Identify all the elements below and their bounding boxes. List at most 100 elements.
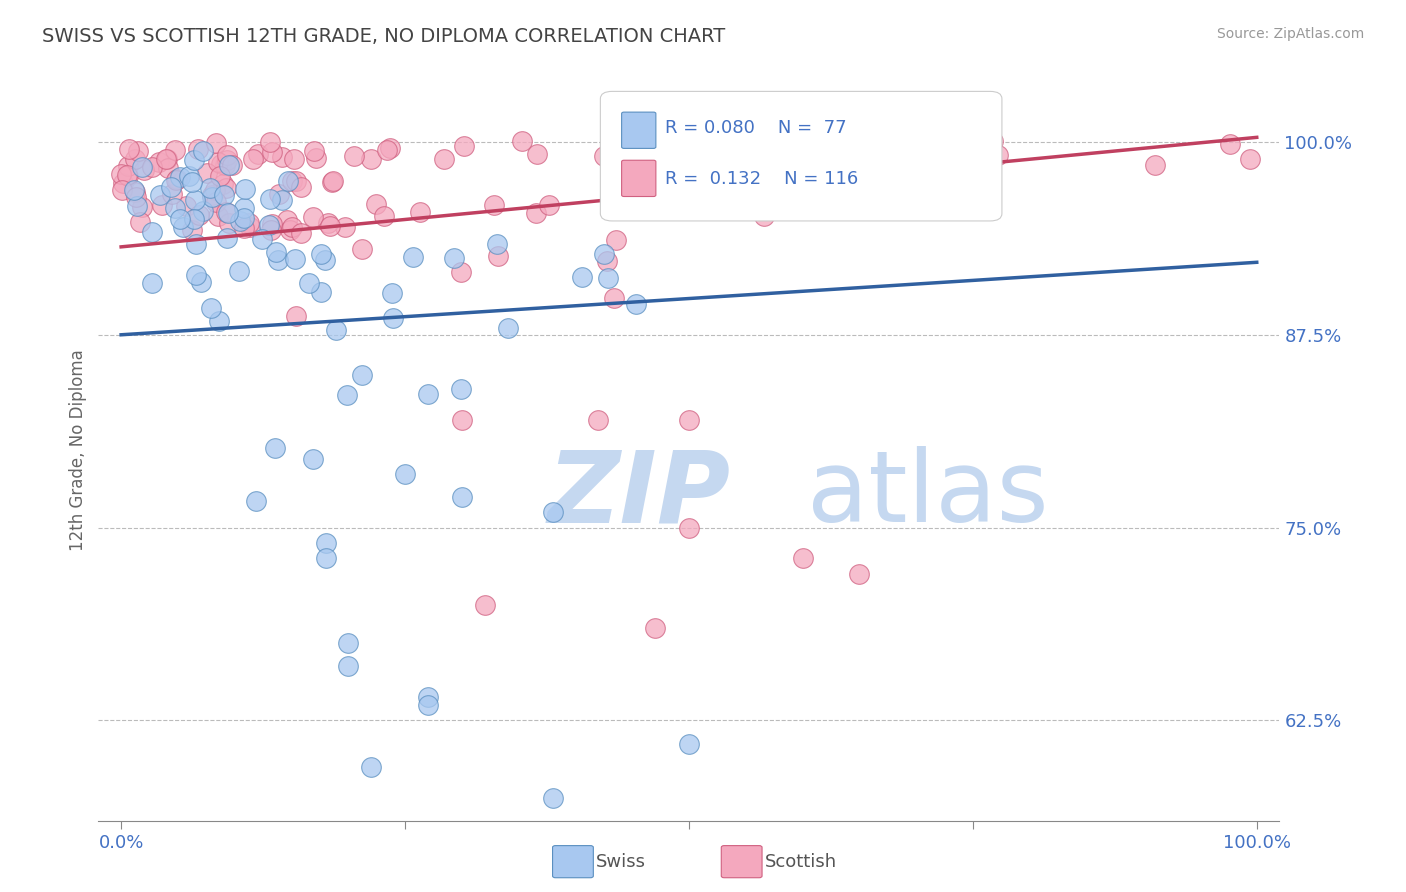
Point [141, 276, 163, 290]
Point [315, 536, 337, 550]
Point [110, 167, 132, 181]
Point [218, 216, 240, 230]
Text: SWISS VS SCOTTISH 12TH GRADE, NO DIPLOMA CORRELATION CHART: SWISS VS SCOTTISH 12TH GRADE, NO DIPLOMA… [42, 27, 725, 45]
Point [276, 212, 298, 227]
Point [217, 231, 239, 245]
Point [298, 276, 321, 290]
Point [603, 291, 626, 305]
Point [200, 301, 222, 316]
Point [232, 201, 254, 215]
Point [163, 143, 186, 157]
Point [350, 368, 373, 382]
Point [156, 161, 179, 175]
Point [486, 249, 509, 263]
Point [309, 247, 332, 261]
Point [678, 153, 700, 167]
Point [195, 166, 218, 180]
Point [187, 142, 209, 156]
Point [250, 232, 273, 246]
Point [280, 174, 302, 188]
Point [205, 136, 228, 150]
Point [238, 216, 260, 230]
Point [416, 387, 439, 401]
Point [191, 203, 214, 218]
Point [193, 144, 215, 158]
Point [450, 490, 472, 504]
Point [187, 209, 209, 223]
Point [315, 551, 337, 566]
Point [350, 242, 373, 256]
Point [537, 198, 560, 212]
Point [131, 160, 153, 174]
Point [316, 216, 339, 230]
Point [215, 181, 238, 195]
Point [322, 174, 344, 188]
Point [181, 175, 204, 189]
Point [186, 268, 208, 282]
Point [215, 148, 238, 162]
Point [134, 162, 156, 177]
Text: atlas: atlas [807, 446, 1049, 543]
Point [198, 181, 221, 195]
Point [209, 169, 232, 183]
Point [402, 250, 425, 264]
Point [541, 505, 564, 519]
Point [124, 152, 146, 166]
Point [214, 158, 236, 172]
Point [150, 198, 173, 212]
Text: Swiss: Swiss [596, 853, 647, 871]
Point [474, 598, 496, 612]
Point [269, 186, 291, 201]
Point [148, 155, 170, 169]
Point [309, 285, 332, 299]
Point [305, 152, 328, 166]
Point [928, 136, 950, 151]
Point [408, 205, 430, 219]
Point [271, 193, 294, 207]
Point [678, 520, 700, 534]
Point [125, 199, 148, 213]
Point [526, 147, 548, 161]
Point [290, 226, 312, 240]
Point [983, 135, 1005, 149]
Point [644, 621, 666, 635]
Point [165, 173, 187, 187]
Point [373, 209, 395, 223]
Point [239, 219, 262, 234]
Point [271, 150, 294, 164]
Point [792, 551, 814, 566]
Point [209, 157, 232, 171]
Point [336, 388, 359, 402]
Point [453, 139, 475, 153]
Point [217, 153, 239, 167]
Point [174, 199, 197, 213]
Text: R = 0.080    N =  77: R = 0.080 N = 77 [665, 120, 846, 137]
Point [360, 152, 382, 166]
Point [229, 214, 252, 228]
Point [131, 200, 153, 214]
Point [284, 252, 307, 266]
Point [333, 220, 356, 235]
Point [596, 271, 619, 285]
Point [165, 202, 187, 216]
FancyBboxPatch shape [621, 161, 655, 196]
Point [218, 158, 240, 172]
Point [586, 412, 609, 426]
FancyBboxPatch shape [621, 112, 655, 148]
Point [190, 275, 212, 289]
Point [169, 169, 191, 184]
Point [450, 265, 472, 279]
Point [623, 184, 645, 198]
Point [381, 310, 404, 325]
Point [242, 152, 264, 166]
Point [215, 205, 238, 219]
Point [605, 234, 627, 248]
Point [111, 183, 134, 197]
Point [343, 149, 366, 163]
Point [416, 698, 439, 712]
Point [378, 140, 401, 154]
Point [141, 160, 163, 174]
Point [212, 188, 235, 202]
Point [181, 223, 204, 237]
Point [416, 690, 439, 705]
